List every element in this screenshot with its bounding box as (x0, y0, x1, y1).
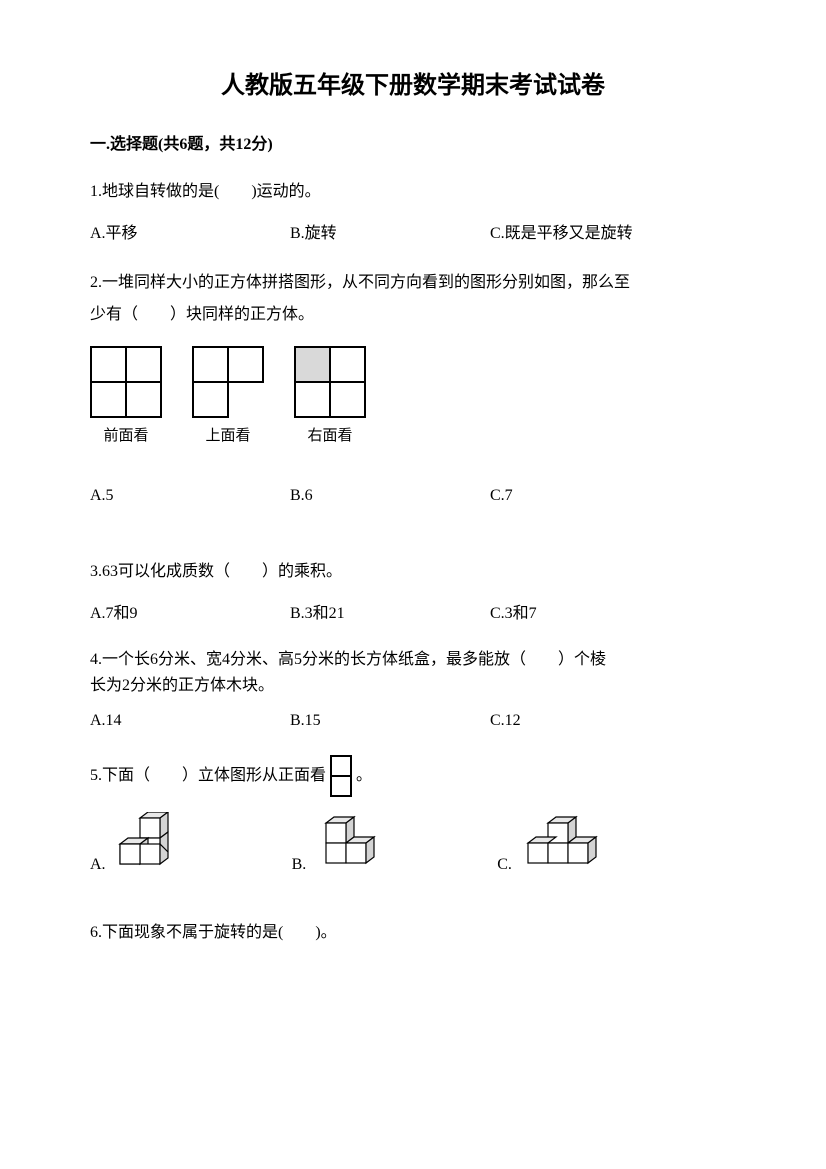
q2-text-line2: 少有（ ）块同样的正方体。 (90, 306, 314, 323)
q2-opt-a: A.5 (90, 485, 290, 507)
q5-options: A. B. (90, 812, 736, 877)
section-header: 一.选择题(共6题，共12分) (90, 134, 736, 156)
q1-text: 1.地球自转做的是( )运动的。 (90, 176, 736, 208)
top-view-icon (192, 346, 264, 418)
q3-opt-b: B.3和21 (290, 603, 490, 625)
q1-opt-a: A.平移 (90, 223, 290, 245)
q2-views: 前面看 上面看 右面看 (90, 346, 736, 447)
q2-options: A.5 B.6 C.7 (90, 485, 736, 507)
q5-text: 5.下面（ ）立体图形从正面看 。 (90, 755, 736, 797)
q5-opt-b-label: B. (292, 854, 307, 876)
q1-opt-c: C.既是平移又是旋转 (490, 223, 690, 245)
q1-opt-b: B.旋转 (290, 223, 490, 245)
q5-text-a: 5.下面（ ）立体图形从正面看 (90, 760, 326, 792)
q3-options: A.7和9 B.3和21 C.3和7 (90, 603, 736, 625)
top-view-label: 上面看 (205, 426, 250, 447)
q4-text: 4.一个长6分米、宽4分米、高5分米的长方体纸盒，最多能放（ ）个棱 长为2分米… (90, 647, 736, 698)
question-6: 6.下面现象不属于旋转的是( )。 (90, 917, 736, 949)
q2-right-view: 右面看 (294, 346, 366, 447)
question-3: 3.63可以化成质数（ ）的乘积。 A.7和9 B.3和21 C.3和7 (90, 556, 736, 625)
q3-text: 3.63可以化成质数（ ）的乘积。 (90, 556, 736, 588)
page-title: 人教版五年级下册数学期末考试试卷 (90, 70, 736, 104)
q4-text-line1: 4.一个长6分米、宽4分米、高5分米的长方体纸盒，最多能放（ ）个棱 (90, 651, 606, 668)
right-view-label: 右面看 (307, 426, 352, 447)
vertical-two-square-icon (330, 755, 352, 797)
cube-shape-b-icon (312, 815, 387, 877)
front-view-icon (90, 346, 162, 418)
q6-text: 6.下面现象不属于旋转的是( )。 (90, 917, 736, 949)
q5-opt-a: A. (90, 812, 182, 877)
q3-opt-c: C.3和7 (490, 603, 690, 625)
q5-opt-b: B. (292, 815, 388, 877)
q2-opt-c: C.7 (490, 485, 690, 507)
question-2: 2.一堆同样大小的正方体拼搭图形，从不同方向看到的图形分别如图，那么至 少有（ … (90, 267, 736, 507)
question-5: 5.下面（ ）立体图形从正面看 。 A. (90, 755, 736, 877)
q4-opt-a: A.14 (90, 710, 290, 732)
q2-top-view: 上面看 (192, 346, 264, 447)
q4-text-line2: 长为2分米的正方体木块。 (90, 677, 274, 694)
q2-opt-b: B.6 (290, 485, 490, 507)
q2-text: 2.一堆同样大小的正方体拼搭图形，从不同方向看到的图形分别如图，那么至 少有（ … (90, 267, 736, 331)
q3-opt-a: A.7和9 (90, 603, 290, 625)
q5-opt-c: C. (497, 815, 613, 877)
q2-text-line1: 2.一堆同样大小的正方体拼搭图形，从不同方向看到的图形分别如图，那么至 (90, 274, 630, 291)
q5-opt-a-label: A. (90, 854, 106, 876)
cube-shape-c-icon (518, 815, 613, 877)
q4-opt-b: B.15 (290, 710, 490, 732)
question-4: 4.一个长6分米、宽4分米、高5分米的长方体纸盒，最多能放（ ）个棱 长为2分米… (90, 647, 736, 733)
q1-options: A.平移 B.旋转 C.既是平移又是旋转 (90, 223, 736, 245)
q5-text-b: 。 (356, 760, 372, 792)
cube-shape-a-icon (112, 812, 182, 877)
q4-opt-c: C.12 (490, 710, 690, 732)
q4-options: A.14 B.15 C.12 (90, 710, 736, 732)
q5-opt-c-label: C. (497, 854, 512, 876)
front-view-label: 前面看 (103, 426, 148, 447)
q2-front-view: 前面看 (90, 346, 162, 447)
question-1: 1.地球自转做的是( )运动的。 A.平移 B.旋转 C.既是平移又是旋转 (90, 176, 736, 245)
right-view-icon (294, 346, 366, 418)
